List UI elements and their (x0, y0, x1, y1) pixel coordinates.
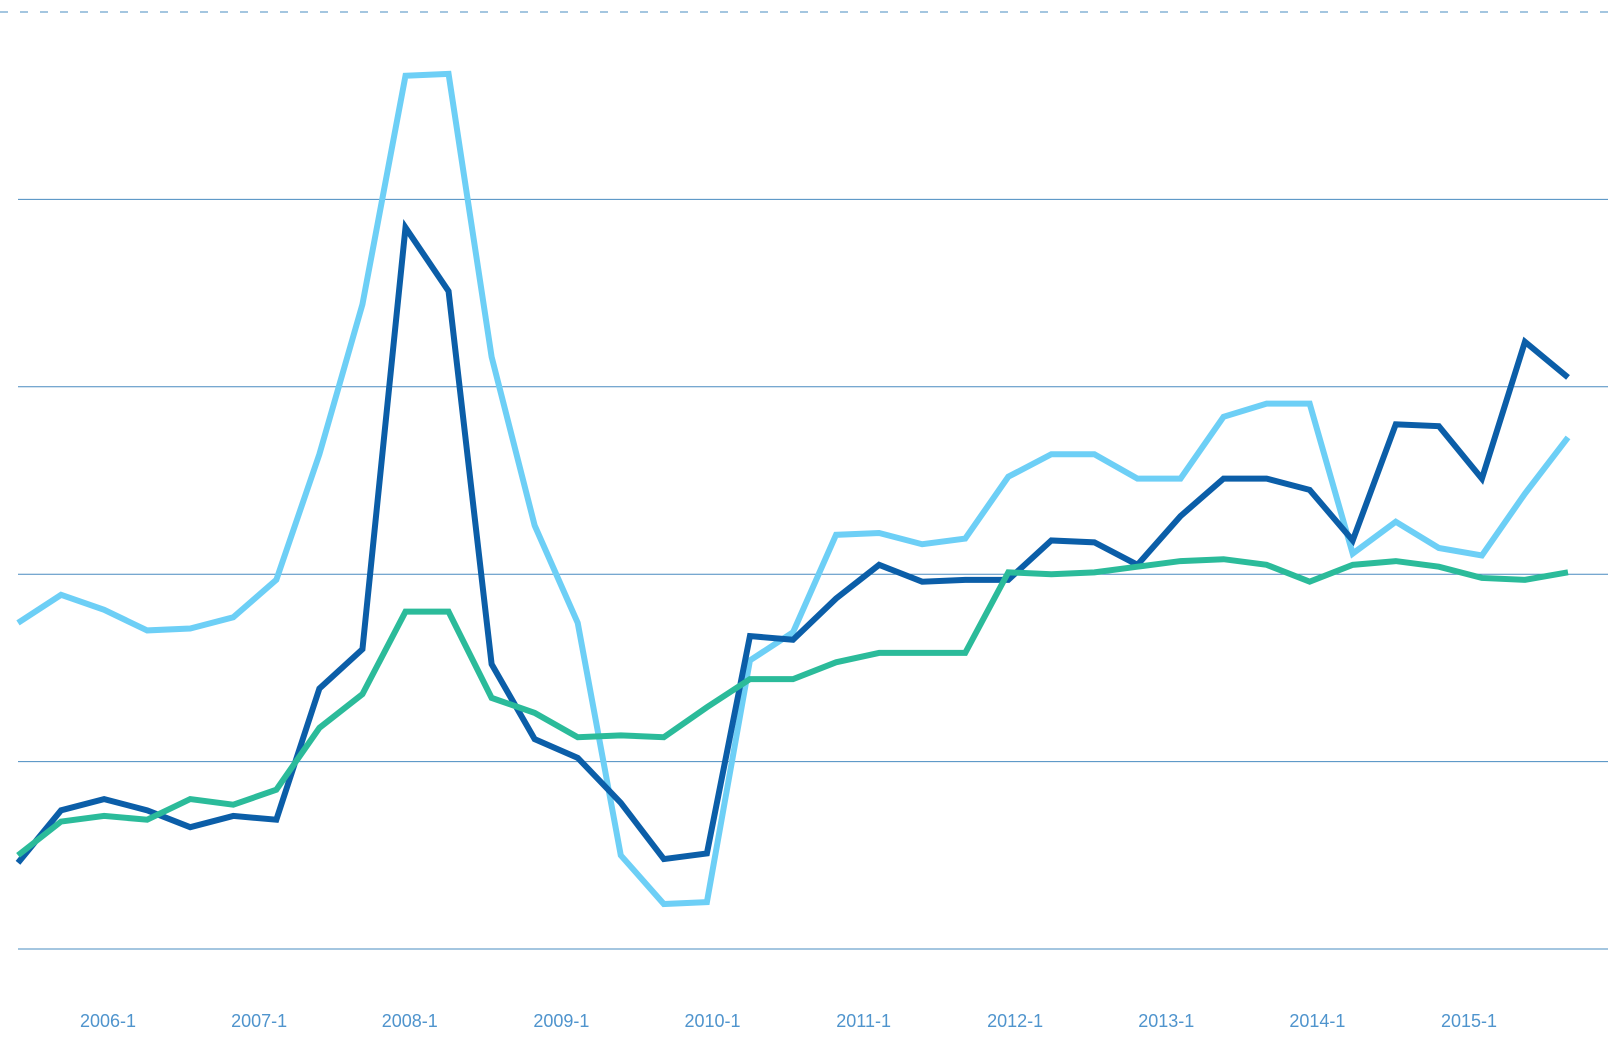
x-tick-label: 2010-1 (684, 1011, 740, 1031)
x-tick-label: 2015-1 (1441, 1011, 1497, 1031)
x-tick-label: 2008-1 (382, 1011, 438, 1031)
line-series (16, 556, 1569, 858)
x-tick-label: 2013-1 (1138, 1011, 1194, 1031)
x-tick-label: 2007-1 (231, 1011, 287, 1031)
x-tick-label: 2011-1 (836, 1011, 891, 1031)
x-tick-label: 2014-1 (1289, 1011, 1345, 1031)
x-tick-label: 2009-1 (533, 1011, 589, 1031)
line-series (16, 70, 1571, 908)
x-tick-label: 2006-1 (80, 1011, 136, 1031)
line-series (15, 218, 1570, 865)
x-tick-label: 2012-1 (987, 1011, 1043, 1031)
